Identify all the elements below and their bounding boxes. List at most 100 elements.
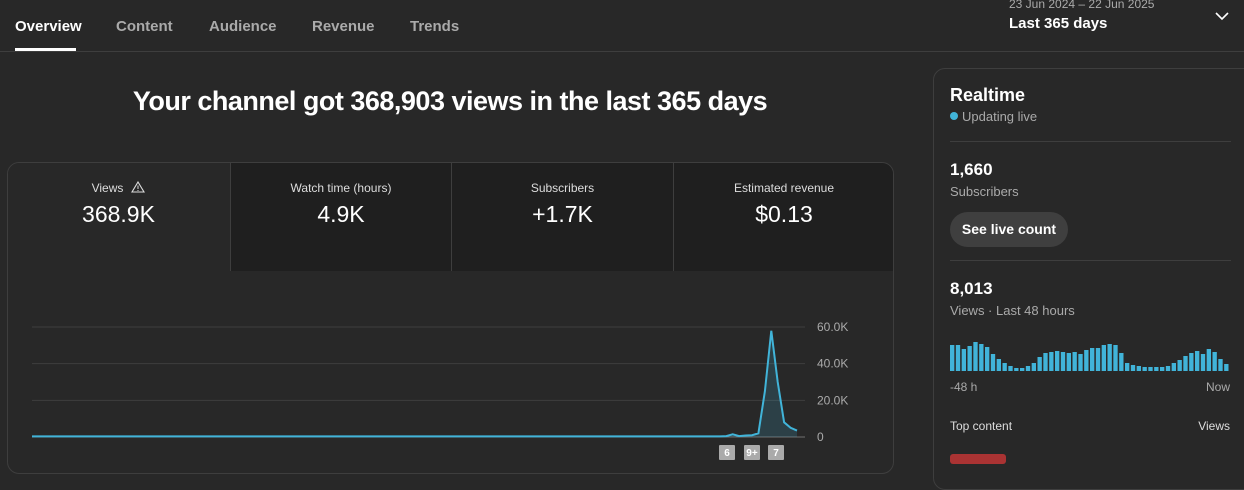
bar — [1008, 366, 1013, 371]
marker-label: 6 — [724, 448, 730, 459]
bar — [1002, 363, 1007, 371]
views-chart: 0 20.0K 40.0K 60.0K 6 9+ 7 — [32, 320, 848, 460]
bar — [1113, 345, 1118, 371]
bar — [1189, 353, 1194, 371]
tab[interactable]: Audience — [209, 18, 277, 35]
bar — [1043, 353, 1048, 371]
y-tick-label: 40.0K — [817, 357, 848, 371]
divider — [0, 51, 1244, 52]
see-live-count-button[interactable]: See live count — [950, 212, 1068, 247]
metric-tab[interactable]: Views 368.9K — [8, 163, 229, 271]
bar — [1090, 348, 1095, 371]
date-range[interactable]: 23 Jun 2024 – 22 Jun 2025 — [1009, 0, 1155, 11]
thumbnail[interactable] — [950, 454, 1006, 464]
headline: Your channel got 368,903 views in the la… — [132, 86, 768, 116]
area — [32, 330, 797, 437]
bar — [1218, 359, 1223, 371]
marker-badge — [768, 445, 784, 460]
metric-value: $0.13 — [755, 201, 813, 227]
chevron[interactable] — [1214, 10, 1230, 22]
bar — [1072, 352, 1077, 371]
date-range-label[interactable]: Last 365 days — [1009, 15, 1108, 32]
divider — [950, 260, 1231, 261]
metric-label: Subscribers — [530, 181, 595, 195]
realtime-status: Updating live — [962, 109, 1038, 124]
views-label: Views · Last 48 hours — [950, 303, 1075, 318]
tab-underline — [15, 48, 76, 51]
bar — [985, 347, 990, 371]
views-count: 8,013 — [950, 279, 993, 298]
bar — [1031, 363, 1036, 371]
tab[interactable]: Revenue — [312, 18, 375, 35]
subscriber-label: Subscribers — [950, 184, 1019, 199]
metric-label: Watch time (hours) — [290, 181, 392, 195]
metric-value: +1.7K — [532, 201, 593, 227]
bar — [1154, 367, 1159, 371]
bar — [955, 345, 961, 371]
bar — [950, 345, 955, 371]
bar — [1171, 363, 1176, 371]
bar — [1060, 352, 1066, 371]
marker-badge — [719, 445, 735, 460]
bar — [1165, 366, 1171, 371]
bar — [996, 359, 1001, 371]
bar — [1095, 348, 1101, 371]
metric-value: 4.9K — [317, 201, 365, 227]
bar — [1084, 350, 1089, 371]
marker-label: 9+ — [746, 448, 758, 459]
metric-tab[interactable]: Estimated revenue $0.13 — [672, 163, 893, 271]
metric-label: Estimated revenue — [733, 181, 835, 195]
bar — [1183, 356, 1188, 371]
divider — [950, 141, 1231, 142]
bar — [1160, 367, 1165, 371]
realtime-card — [933, 68, 1244, 490]
bar — [1125, 363, 1130, 371]
y-tick-label: 0 — [817, 430, 824, 444]
bar — [1130, 365, 1136, 371]
top-content-label: Top content — [950, 419, 1013, 433]
bar — [1212, 352, 1217, 371]
bar — [1142, 367, 1147, 371]
bar — [1020, 368, 1025, 371]
bar — [1101, 345, 1106, 371]
bar — [967, 346, 972, 371]
realtime-bar-chart — [950, 342, 1229, 371]
metric-label: Views — [8, 180, 229, 195]
tab[interactable]: Content — [116, 18, 173, 35]
bar — [961, 349, 966, 371]
marker-badge — [744, 445, 760, 460]
bar — [1055, 351, 1060, 371]
bar — [973, 342, 978, 371]
bar — [1200, 354, 1206, 371]
chart-card: Views 368.9K Watch time (hours) 4.9K Subscri… — [7, 162, 894, 474]
subscriber-count: 1,660 — [950, 160, 993, 179]
metric-tab[interactable]: Subscribers +1.7K — [451, 163, 673, 271]
y-tick-label: 60.0K — [817, 320, 848, 334]
tab[interactable]: Trends — [410, 18, 460, 35]
bar — [1025, 366, 1031, 371]
bar — [1195, 351, 1200, 371]
bar — [1119, 353, 1124, 371]
x-end-label: Now — [1205, 380, 1230, 394]
bar — [1224, 364, 1229, 371]
realtime-title: Realtime — [950, 85, 1026, 105]
bar — [1014, 368, 1019, 371]
marker-label: 7 — [773, 448, 779, 459]
metric-tab[interactable]: Watch time (hours) 4.9K — [229, 163, 452, 271]
bar — [1148, 367, 1153, 371]
tab[interactable]: Overview — [15, 18, 82, 35]
top-content-column: Views — [1198, 419, 1230, 433]
bar — [979, 344, 984, 371]
live-dot — [950, 112, 958, 120]
warning-icon — [123, 180, 146, 195]
y-tick-label: 20.0K — [817, 393, 848, 407]
bar — [1206, 349, 1211, 371]
line — [32, 330, 798, 438]
x-start-label: -48 h — [950, 380, 978, 394]
bar — [1049, 352, 1054, 371]
metric-value: 368.9K — [82, 201, 155, 227]
bar — [1037, 357, 1042, 371]
bar — [1136, 366, 1141, 371]
bar — [990, 354, 996, 371]
